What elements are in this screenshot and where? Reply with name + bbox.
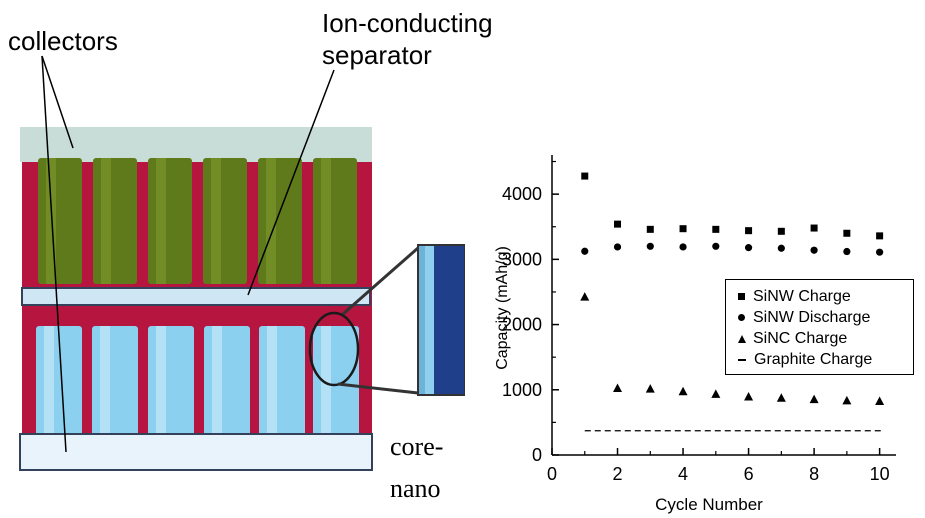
- sinw-charge-point: [810, 224, 818, 232]
- circle-marker-icon: [738, 314, 745, 322]
- sinc-charge-point: [645, 384, 655, 393]
- top-collector: [20, 127, 372, 162]
- separator-bar: [21, 287, 371, 306]
- separator-label-line1: Ion-conducting: [322, 8, 493, 38]
- sinc-charge-point: [875, 396, 885, 406]
- y-tick-label: 1000: [502, 380, 542, 400]
- sinc-charge-point: [711, 389, 721, 398]
- sinw-discharge-point: [581, 247, 589, 255]
- sinw-charge-point: [679, 225, 687, 233]
- y-axis-label: Capacity (mAh/g): [494, 246, 511, 370]
- x-tick-label: 0: [547, 464, 557, 484]
- sinc-charge-point: [776, 393, 786, 402]
- sinw-charge-point: [745, 227, 753, 235]
- x-tick-label: 2: [613, 464, 623, 484]
- sinw-discharge-point: [613, 243, 622, 251]
- x-axis-label: Cycle Number: [655, 495, 763, 514]
- sinc-charge-point: [678, 386, 688, 396]
- bottom-collector: [19, 433, 373, 471]
- zoom-line-bottom: [337, 382, 419, 395]
- sinw-discharge-point: [843, 247, 851, 256]
- y-tick-label: 0: [532, 445, 542, 465]
- chart-legend: SiNW Charge SiNW Discharge SiNC Charge G…: [725, 279, 914, 375]
- y-tick-label: 2000: [502, 315, 542, 335]
- legend-item-graphite-charge: Graphite Charge: [738, 349, 872, 370]
- zoom-line-top: [342, 246, 419, 316]
- sinc-charge-point: [842, 395, 852, 405]
- sinw-charge-point: [876, 232, 884, 240]
- y-tick-label: 3000: [502, 249, 542, 269]
- sinw-charge-point: [614, 220, 622, 228]
- separator-pointer: [247, 69, 335, 296]
- sinw-discharge-point: [810, 246, 818, 254]
- dash-marker-icon: [738, 359, 746, 361]
- collector-pointers: [41, 55, 74, 453]
- sinc-charge-point: [613, 383, 623, 392]
- sinw-discharge-point: [712, 242, 720, 250]
- x-tick-label: 6: [744, 464, 754, 484]
- nano-label: nano: [390, 474, 441, 503]
- sinc-charge-point: [809, 394, 819, 404]
- sinc-charge-point: [580, 292, 590, 301]
- legend-item-sinw-discharge: SiNW Discharge: [738, 307, 872, 328]
- sinw-charge-point: [843, 229, 851, 237]
- x-tick-label: 10: [870, 464, 890, 484]
- sinw-discharge-point: [679, 243, 687, 251]
- sinw-discharge-point: [876, 248, 884, 256]
- sinw-charge-point: [777, 227, 785, 235]
- sinw-charge-point: [646, 225, 654, 233]
- x-tick-label: 8: [809, 464, 819, 484]
- collectors-label: collectors: [8, 26, 118, 56]
- triangle-marker-icon: [738, 334, 746, 343]
- legend-item-sinc-charge: SiNC Charge: [738, 328, 872, 349]
- sinc-charge-point: [744, 391, 754, 401]
- sinw-discharge-point: [777, 244, 785, 252]
- zoom-ellipse: [308, 311, 360, 387]
- sinw-discharge-point: [744, 244, 753, 252]
- separator-label-line2: separator: [322, 40, 432, 70]
- x-tick-label: 4: [678, 464, 688, 484]
- square-marker-icon: [738, 293, 745, 301]
- y-tick-label: 4000: [502, 184, 542, 204]
- sinw-charge-point: [581, 172, 589, 180]
- core-label: core-: [390, 432, 444, 461]
- legend-item-sinw-charge: SiNW Charge: [738, 286, 872, 307]
- sinw-charge-point: [712, 225, 720, 233]
- sinw-discharge-point: [646, 242, 654, 250]
